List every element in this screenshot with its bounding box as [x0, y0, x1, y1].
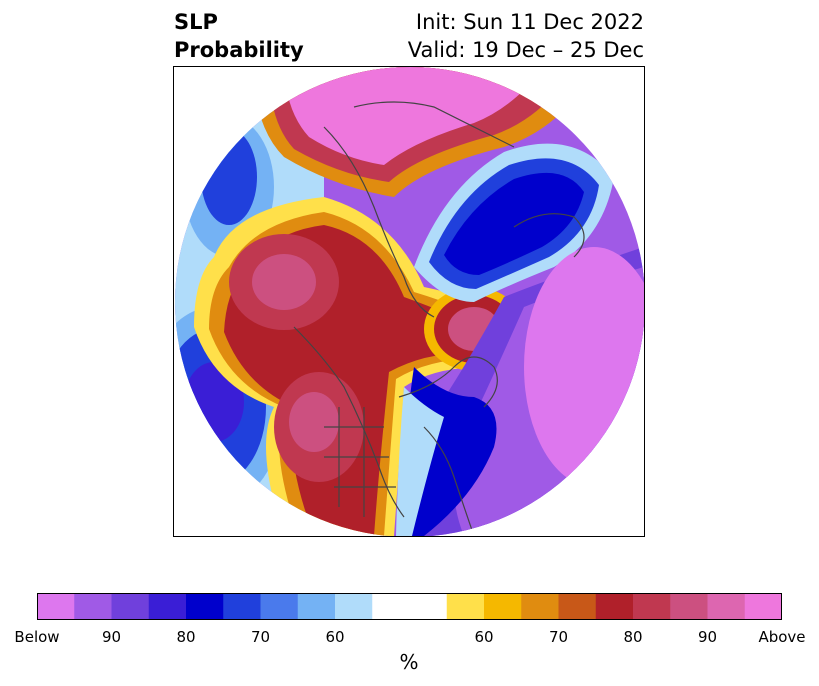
- colorbar-swatch: [335, 593, 373, 620]
- colorbar-swatch: [633, 593, 671, 620]
- title-type: Probability: [174, 38, 304, 62]
- colorbar-border: [37, 593, 782, 620]
- colorbar-swatch: [223, 593, 261, 620]
- title-field: SLP: [174, 10, 218, 34]
- colorbar-tick-label: 60: [474, 628, 494, 646]
- colorbar-unit: %: [399, 650, 419, 674]
- valid-range: Valid: 19 Dec – 25 Dec: [407, 38, 644, 62]
- colorbar-swatch: [186, 593, 224, 620]
- coastlines: [293, 101, 585, 536]
- colorbar-swatch: [74, 593, 112, 620]
- chart-title-right: Init: Sun 11 Dec 2022 Valid: 19 Dec – 25…: [408, 8, 644, 64]
- colorbar-swatch: [521, 593, 559, 620]
- colorbar-swatch: [37, 593, 75, 620]
- colorbar-tick-label: 60: [325, 628, 345, 646]
- probability-map: [174, 67, 644, 536]
- colorbar-swatch: [595, 593, 634, 620]
- colorbar-tick-label: 70: [250, 628, 271, 646]
- colorbar-swatches: [37, 593, 782, 620]
- colorbar-swatch: [558, 593, 597, 620]
- colorbar-tick-label: 90: [101, 628, 122, 646]
- colorbar-swatch: [111, 593, 150, 620]
- probability-field: [175, 67, 644, 536]
- colorbar-swatch: [744, 593, 782, 620]
- colorbar-swatch: [372, 593, 448, 620]
- map-panel: [173, 66, 645, 537]
- init-date: Init: Sun 11 Dec 2022: [415, 10, 644, 34]
- colorbar-tick-label: Above: [758, 628, 806, 646]
- colorbar-swatch: [260, 593, 299, 620]
- colorbar-swatch: [484, 593, 522, 620]
- colorbar-swatch: [707, 593, 746, 620]
- colorbar-tick-label: 90: [697, 628, 718, 646]
- colorbar: [37, 593, 782, 620]
- colorbar-tick-label: Below: [14, 628, 60, 646]
- colorbar-tick-label: 80: [176, 628, 196, 646]
- colorbar-swatch: [670, 593, 708, 620]
- colorbar-tick-label: 70: [548, 628, 569, 646]
- colorbar-swatch: [446, 593, 485, 620]
- colorbar-tick-label: 80: [623, 628, 643, 646]
- colorbar-swatch: [148, 593, 187, 620]
- chart-title-left: SLP Probability: [174, 8, 304, 64]
- colorbar-swatch: [297, 593, 336, 620]
